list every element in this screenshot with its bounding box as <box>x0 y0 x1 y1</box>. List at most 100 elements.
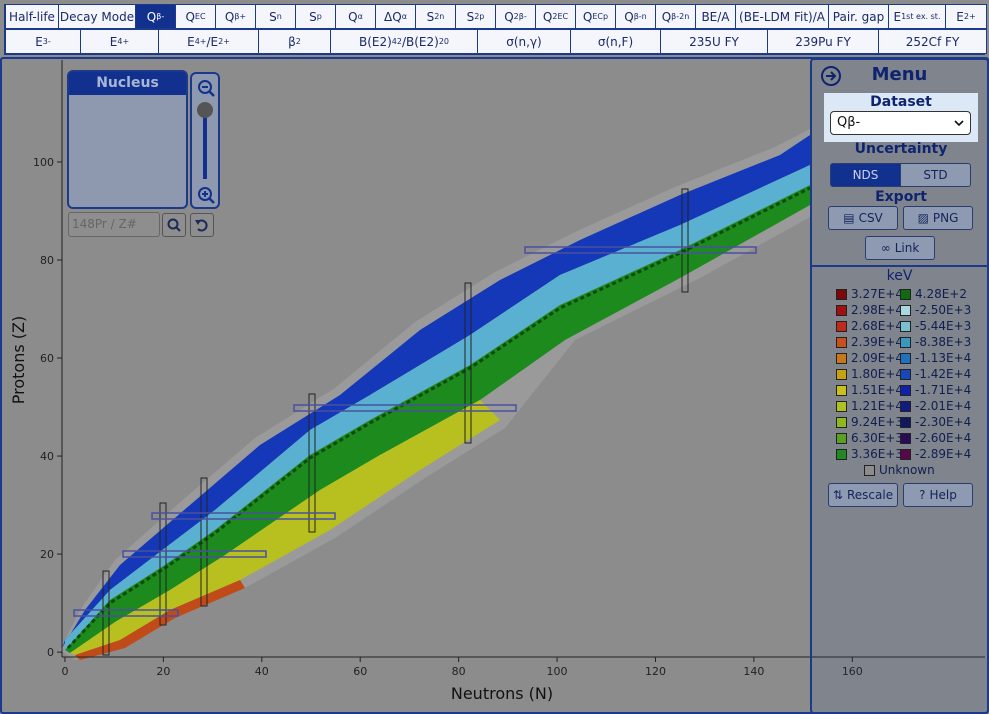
nucleus-panel: Nucleus <box>67 70 188 209</box>
tab-text: Q <box>504 9 514 24</box>
rescale-button[interactable]: ⇅ Rescale <box>828 483 898 507</box>
tab-subscript: n <box>276 12 282 21</box>
tab[interactable]: 235U FY <box>660 29 768 54</box>
uncertainty-option[interactable]: NDS <box>830 163 901 187</box>
dataset-select[interactable]: Qβ- <box>830 111 971 135</box>
tab[interactable]: 252Cf FY <box>878 29 987 54</box>
tab-text: E <box>187 34 195 49</box>
tab-text: (BE-LDM Fit)/A <box>739 9 825 24</box>
tab-subscript: EC <box>194 12 206 21</box>
tab[interactable]: E 4+ <box>80 29 159 54</box>
tab[interactable]: Q 2β- <box>495 4 536 29</box>
csv-button[interactable]: ▤ CSV <box>828 206 898 230</box>
legend-item: -2.60E+4 <box>900 431 971 445</box>
x-tick-label: 80 <box>452 665 466 678</box>
legend-item: 1.51E+4 <box>836 383 903 397</box>
swatch <box>836 368 847 380</box>
swatch <box>900 400 911 412</box>
tab-text: Q <box>348 9 358 24</box>
tab[interactable]: S 2p <box>455 4 496 29</box>
legend-item: 2.98E+4 <box>836 303 903 317</box>
chevron <box>954 120 964 127</box>
csv-label: CSV <box>858 211 883 225</box>
tab[interactable]: ΔQ α <box>375 4 416 29</box>
tab-text: Decay Mode <box>59 9 135 24</box>
tab[interactable]: S 2n <box>415 4 456 29</box>
tab-text: BE/A <box>701 9 730 24</box>
dataset-label: Dataset <box>870 94 932 110</box>
swatch <box>836 352 847 364</box>
region-blue <box>62 135 810 648</box>
tab-subscript: 2+ <box>218 37 230 46</box>
menu-toggle[interactable] <box>820 65 842 87</box>
legend-item: -5.44E+3 <box>900 319 971 333</box>
legend-item: -1.13E+4 <box>900 351 971 365</box>
tab[interactable]: 239Pu FY <box>767 29 879 54</box>
tab[interactable]: Q ECp <box>575 4 616 29</box>
tab-text: S <box>309 9 317 24</box>
swatch <box>836 320 847 332</box>
help-button[interactable]: ? Help <box>903 483 973 507</box>
tab[interactable]: Pair. gap <box>828 4 889 29</box>
region-cyan <box>65 165 810 650</box>
legend-label: 3.36E+3 <box>851 447 903 461</box>
swatch <box>900 336 911 348</box>
tab-row: E 3- E 4+ E 4+/E 2+ β 2 B(E2) 42/B(E2) 20 σ(n,γ) σ(n,… <box>5 29 987 54</box>
tab[interactable]: σ(n,F) <box>570 29 661 54</box>
dataset-value: Qβ- <box>837 115 861 130</box>
menu-panel: Menu Dataset Qβ- Uncertainty NDS STD Exp… <box>810 58 989 714</box>
swatch <box>900 384 911 396</box>
search-button[interactable] <box>162 213 186 237</box>
tab[interactable]: σ(n,γ) <box>477 29 571 54</box>
legend-label: 1.51E+4 <box>851 383 903 397</box>
uncertainty-option[interactable]: STD <box>900 163 971 187</box>
legend-item: 3.36E+3 <box>836 447 903 461</box>
icon: ▤ <box>843 211 855 225</box>
tab[interactable]: E 3- <box>5 29 81 54</box>
tab[interactable]: E 2+ <box>945 4 987 29</box>
png-button[interactable]: ▨ PNG <box>903 206 973 230</box>
tab-subscript: 1st ex. st. <box>901 12 941 21</box>
tab-text: E <box>956 9 964 24</box>
x-tick-label: 20 <box>156 665 170 678</box>
swatch <box>836 416 847 428</box>
tab[interactable]: Decay Mode <box>58 4 136 29</box>
legend-label: 4.28E+2 <box>915 287 967 301</box>
tab[interactable]: BE/A <box>695 4 736 29</box>
tab-text: Q <box>146 9 157 24</box>
legend-item: 6.30E+3 <box>836 431 903 445</box>
tab-subscript: 2n <box>434 12 445 21</box>
tab-text: Q <box>661 9 672 24</box>
rescale-label: Rescale <box>846 488 894 502</box>
swatch <box>864 464 875 476</box>
tab[interactable]: Half-life <box>5 4 59 29</box>
tab-text: Q <box>185 9 195 24</box>
swatch <box>836 432 847 444</box>
legend-label: 6.30E+3 <box>851 431 903 445</box>
chart: 0 20 40 60 80 100 120 140 160 0 20 40 60 80 100 Neutron… <box>9 60 985 703</box>
reset-button[interactable] <box>190 213 214 237</box>
tab[interactable]: Q EC <box>175 4 216 29</box>
search-input[interactable]: 148Pr / Z# <box>68 212 160 237</box>
tab[interactable]: (BE-LDM Fit)/A <box>735 4 829 29</box>
tab[interactable]: Q 2EC <box>535 4 576 29</box>
x-axis-label: Neutrons (N) <box>451 684 553 703</box>
tab[interactable]: B(E2) 42/B(E2) 20 <box>330 29 478 54</box>
tab-subscript: β-n <box>633 12 647 21</box>
tab-text: /E <box>206 34 219 49</box>
link-button[interactable]: ∞ Link <box>865 236 935 260</box>
tab[interactable]: E 1st ex. st. <box>888 4 946 29</box>
zoom-slider[interactable] <box>190 72 220 209</box>
zoom-icons <box>197 80 215 204</box>
legend-item: 3.27E+4 <box>836 287 903 301</box>
tab[interactable]: E 4+/E 2+ <box>158 29 259 54</box>
